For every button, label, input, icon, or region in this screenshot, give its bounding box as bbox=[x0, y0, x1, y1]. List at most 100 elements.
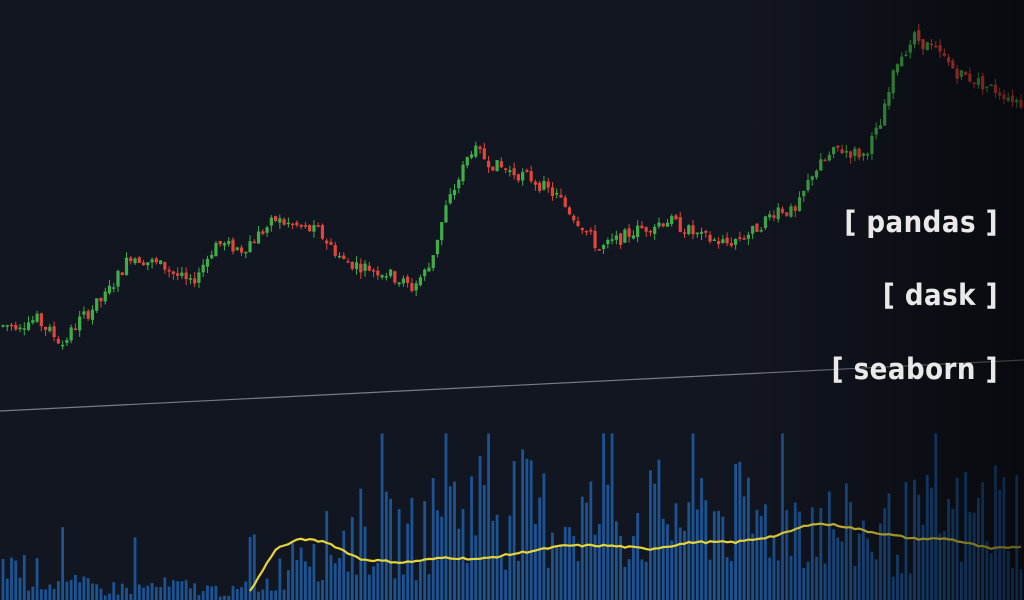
candle-down bbox=[849, 151, 853, 158]
volume-bar bbox=[964, 472, 968, 600]
volume-bar bbox=[214, 585, 218, 600]
candle-down bbox=[955, 68, 959, 79]
volume-bar bbox=[636, 513, 640, 600]
volume-bar bbox=[39, 589, 43, 600]
volume-bar bbox=[802, 567, 806, 600]
candle-up bbox=[870, 135, 874, 155]
volume-bar bbox=[218, 596, 222, 600]
volume-bar bbox=[559, 545, 563, 600]
candle-up bbox=[384, 276, 388, 278]
volume-bar bbox=[312, 544, 316, 600]
candle-up bbox=[665, 222, 670, 227]
candle-down bbox=[529, 171, 533, 182]
candle-down bbox=[593, 230, 597, 249]
volume-bar bbox=[874, 559, 878, 600]
volume-bar bbox=[597, 523, 601, 600]
volume-bar bbox=[700, 478, 703, 600]
candle-up bbox=[65, 340, 69, 343]
candle-down bbox=[716, 241, 721, 245]
candle-down bbox=[968, 73, 972, 82]
candle-down bbox=[644, 227, 648, 232]
candle-down bbox=[320, 225, 325, 239]
candle-down bbox=[840, 149, 844, 154]
candle-down bbox=[295, 222, 299, 226]
candle-up bbox=[883, 103, 887, 126]
volume-bar bbox=[14, 560, 18, 600]
volume-bar bbox=[380, 433, 384, 600]
volume-bar bbox=[606, 484, 610, 600]
volume-bar bbox=[163, 577, 167, 600]
volume-bar bbox=[810, 507, 814, 600]
volume-bar bbox=[955, 477, 959, 600]
candle-down bbox=[154, 258, 158, 263]
candle-down bbox=[52, 326, 56, 338]
volume-bar bbox=[819, 507, 823, 600]
volume-bar bbox=[908, 573, 912, 600]
volume-bar bbox=[836, 537, 840, 600]
candle-up bbox=[797, 197, 802, 212]
candle-up bbox=[397, 282, 401, 285]
candle-up bbox=[721, 239, 725, 243]
candle-up bbox=[389, 269, 393, 277]
candle-down bbox=[998, 92, 1002, 96]
volume-bar bbox=[589, 481, 593, 600]
volume-bar bbox=[798, 511, 801, 600]
volume-bar bbox=[576, 561, 580, 600]
candle-up bbox=[508, 170, 512, 173]
candle-up bbox=[657, 222, 661, 227]
volume-bar bbox=[555, 545, 559, 600]
volume-bar bbox=[704, 500, 708, 600]
candle-up bbox=[423, 269, 427, 277]
volume-bar bbox=[712, 511, 716, 600]
volume-bar bbox=[436, 510, 439, 600]
volume-bar bbox=[627, 559, 631, 600]
volume-bar bbox=[44, 589, 47, 600]
volume-bar bbox=[891, 576, 895, 600]
candle-down bbox=[951, 60, 955, 69]
candle-down bbox=[367, 265, 371, 271]
candle-up bbox=[31, 320, 35, 323]
candle-down bbox=[921, 39, 925, 50]
volume-bar bbox=[657, 459, 661, 600]
volume-bar bbox=[887, 493, 891, 600]
candle-up bbox=[653, 226, 657, 234]
volume-bar bbox=[414, 580, 418, 600]
candle-up bbox=[124, 257, 129, 275]
candle-down bbox=[661, 223, 665, 227]
candle-down bbox=[371, 270, 376, 272]
volume-bar bbox=[22, 555, 26, 600]
candle-up bbox=[116, 270, 120, 287]
candle-up bbox=[985, 86, 989, 89]
volume-bar bbox=[457, 528, 461, 600]
volume-bar bbox=[86, 578, 90, 600]
volume-bar bbox=[304, 561, 307, 600]
candle-up bbox=[806, 179, 810, 191]
candle-down bbox=[308, 224, 312, 232]
candle-down bbox=[559, 194, 563, 198]
volume-bar bbox=[729, 561, 733, 600]
volume-bar bbox=[938, 533, 942, 600]
volume-bar bbox=[913, 479, 916, 600]
candle-down bbox=[964, 71, 968, 75]
volume-bar bbox=[568, 527, 571, 600]
volume-bar bbox=[534, 524, 537, 600]
volume-bar bbox=[448, 486, 452, 600]
volume-bar bbox=[1019, 569, 1023, 600]
volume-bar bbox=[542, 473, 546, 600]
candle-up bbox=[925, 42, 929, 51]
volume-bar bbox=[65, 581, 69, 600]
candle-down bbox=[512, 168, 516, 176]
volume-bar bbox=[602, 433, 605, 600]
volume-bar bbox=[849, 501, 853, 600]
candle-up bbox=[878, 125, 883, 129]
candle-down bbox=[325, 240, 329, 244]
candle-down bbox=[981, 76, 985, 90]
candle-up bbox=[866, 153, 870, 156]
candle-down bbox=[627, 228, 631, 237]
candle-up bbox=[614, 235, 618, 240]
volume-bar bbox=[193, 583, 197, 600]
candle-up bbox=[205, 258, 210, 267]
candle-up bbox=[112, 287, 116, 289]
volume-bar bbox=[91, 583, 94, 600]
volume-bar bbox=[998, 489, 1002, 600]
